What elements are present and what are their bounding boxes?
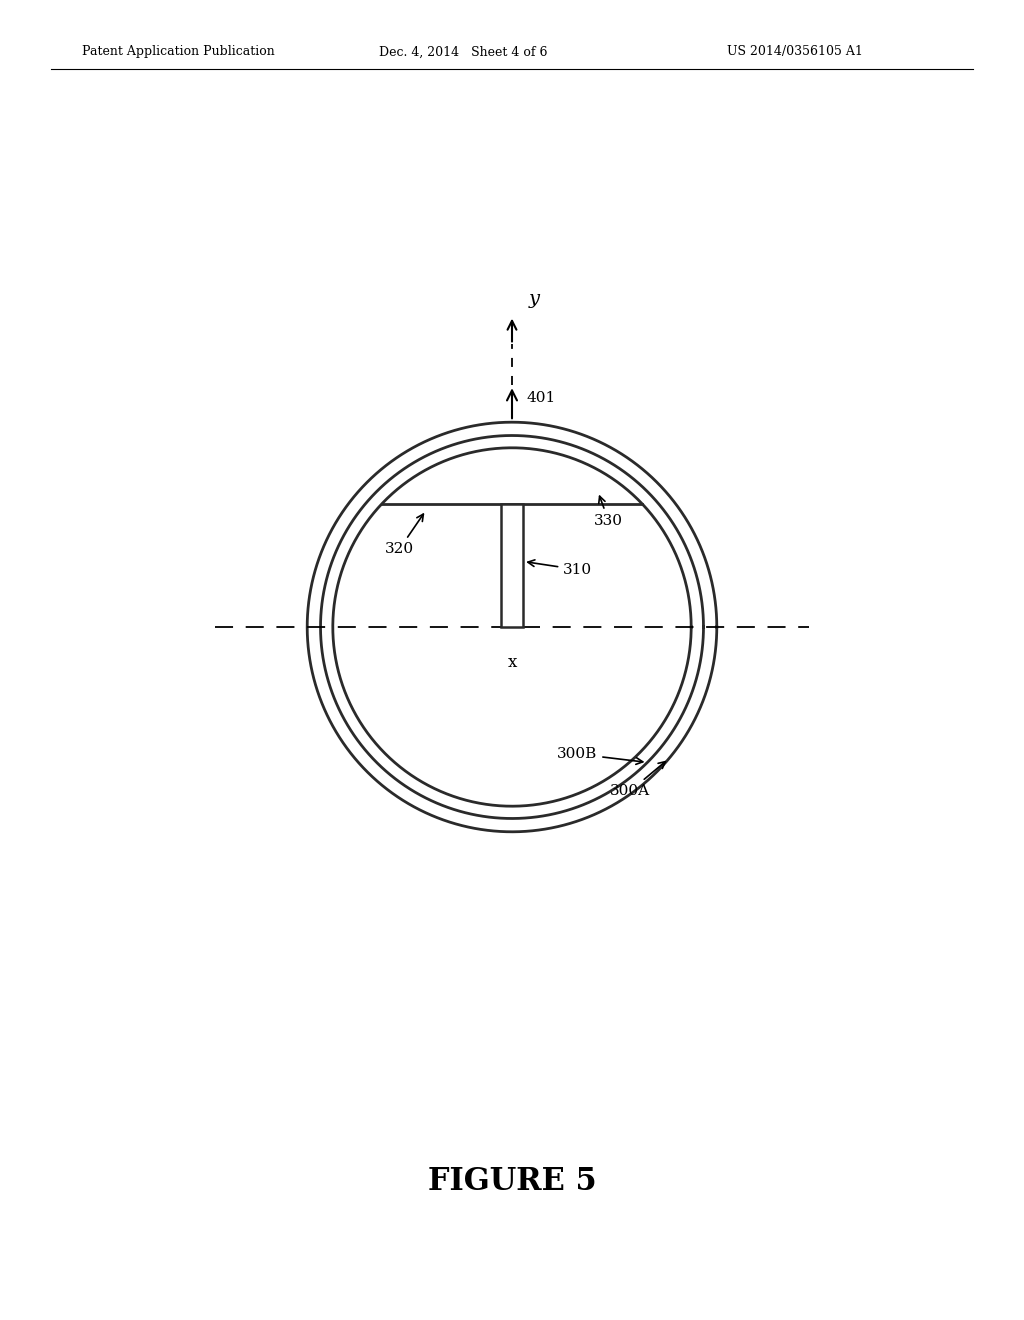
Text: Dec. 4, 2014   Sheet 4 of 6: Dec. 4, 2014 Sheet 4 of 6 — [379, 45, 548, 58]
Text: Patent Application Publication: Patent Application Publication — [82, 45, 274, 58]
Text: x: x — [507, 653, 517, 671]
Text: y: y — [528, 289, 540, 308]
Text: 330: 330 — [594, 496, 623, 528]
Bar — [501, 504, 523, 627]
Text: 300B: 300B — [557, 747, 643, 764]
Text: 310: 310 — [527, 560, 592, 577]
Text: 300A: 300A — [610, 762, 666, 797]
Text: 320: 320 — [385, 513, 423, 556]
Text: 401: 401 — [526, 391, 556, 405]
Text: US 2014/0356105 A1: US 2014/0356105 A1 — [727, 45, 863, 58]
Text: FIGURE 5: FIGURE 5 — [428, 1166, 596, 1197]
